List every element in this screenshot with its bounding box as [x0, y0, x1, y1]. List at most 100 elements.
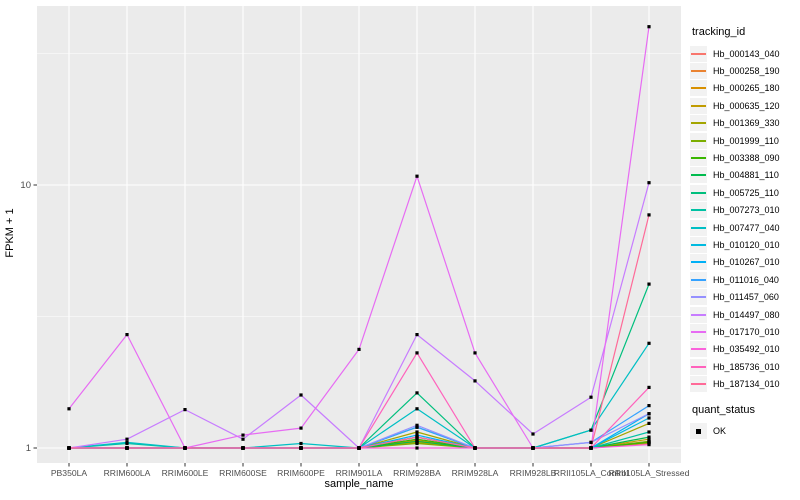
series-color-swatch-icon [690, 323, 707, 340]
data-point [589, 428, 593, 432]
series-color-swatch-icon [690, 202, 707, 219]
ok-point-swatch-icon [690, 422, 707, 439]
data-point [589, 440, 593, 444]
legend-label: Hb_007273_010 [713, 205, 780, 216]
legend-item-Hb_011457_060: Hb_011457_060 [690, 288, 800, 306]
data-point [647, 435, 651, 439]
x-tick-label: RRII105LA_Stressed [609, 468, 690, 478]
data-point [357, 446, 361, 450]
y-axis-title: FPKM + 1 [4, 208, 16, 258]
series-color-swatch-icon [690, 167, 707, 184]
legend-item-quant-ok: OK [690, 422, 800, 439]
legend-item-Hb_000265_180: Hb_000265_180 [690, 80, 800, 97]
legend-item-Hb_001369_330: Hb_001369_330 [690, 115, 800, 132]
series-color-swatch-icon [690, 341, 707, 358]
data-point [647, 385, 651, 389]
x-tick-label: RRIM600LA [104, 468, 151, 478]
data-point [67, 407, 71, 411]
series-color-swatch-icon [690, 97, 707, 114]
series-color-swatch-icon [690, 306, 707, 323]
data-point [647, 440, 651, 444]
legend-item-Hb_185736_010: Hb_185736_010 [690, 358, 800, 375]
series-color-swatch-icon [690, 80, 707, 97]
data-point [415, 174, 419, 178]
legend-label: OK [713, 425, 727, 436]
legend-item-Hb_017170_010: Hb_017170_010 [690, 323, 800, 340]
legend-item-Hb_000258_190: Hb_000258_190 [690, 62, 800, 80]
x-tick-label: RRIM928BA [393, 468, 441, 478]
data-point [415, 430, 419, 434]
legend-item-Hb_011016_040: Hb_011016_040 [690, 271, 800, 288]
data-point [647, 416, 651, 420]
data-point [415, 437, 419, 441]
y-tick-label: 1 [26, 443, 31, 454]
data-point [299, 446, 303, 450]
data-point [415, 435, 419, 439]
legend: tracking_id Hb_000143_040 Hb_000258_190 Hb… [690, 26, 800, 439]
legend-item-Hb_010267_010: Hb_010267_010 [690, 254, 800, 271]
data-point [647, 404, 651, 408]
data-point [125, 333, 129, 337]
data-point [589, 395, 593, 399]
data-point [647, 282, 651, 286]
x-tick-label: RRII105LA_Control [554, 468, 629, 478]
data-point [357, 347, 361, 351]
data-point [125, 437, 129, 441]
legend-item-Hb_003388_090: Hb_003388_090 [690, 149, 800, 167]
legend-label: Hb_007477_040 [713, 222, 780, 233]
series-color-swatch-icon [690, 150, 707, 167]
legend-item-Hb_001999_110: Hb_001999_110 [690, 132, 800, 149]
data-point [241, 437, 245, 441]
legend-label: Hb_000143_040 [713, 48, 780, 59]
legend-label: Hb_004881_110 [713, 170, 779, 181]
legend-label: Hb_001999_110 [713, 135, 779, 146]
legend-item-Hb_010120_010: Hb_010120_010 [690, 236, 800, 253]
data-point [473, 379, 477, 383]
data-point [415, 407, 419, 411]
data-point [473, 446, 477, 450]
data-point [299, 441, 303, 446]
data-point [647, 181, 651, 185]
data-point [647, 421, 651, 425]
series-color-swatch-icon [690, 45, 707, 62]
series-color-swatch-icon [690, 376, 707, 393]
legend-label: Hb_017170_010 [713, 326, 780, 337]
data-point [647, 213, 651, 217]
data-point [647, 430, 651, 434]
data-point [473, 351, 477, 355]
data-point [415, 441, 419, 446]
x-axis-title: sample_name [324, 478, 394, 490]
data-point [125, 440, 129, 444]
legend-item-Hb_005725_110: Hb_005725_110 [690, 184, 800, 201]
data-point [299, 393, 303, 397]
data-point [647, 443, 651, 447]
series-color-swatch-icon [690, 63, 707, 80]
x-tick-label: RRIM600SE [219, 468, 267, 478]
data-point [415, 425, 419, 429]
x-tick-label: RRIM928LB [510, 468, 557, 478]
data-point [415, 446, 419, 450]
series-color-swatch-icon [690, 358, 707, 375]
data-point [415, 333, 419, 337]
data-point [647, 25, 651, 29]
x-tick-label: PB350LA [51, 468, 88, 478]
data-point [531, 446, 535, 450]
series-color-swatch-icon [690, 132, 707, 149]
series-color-swatch-icon [690, 271, 707, 288]
legend-label: Hb_187134_010 [713, 379, 780, 390]
legend-label: Hb_000258_190 [713, 66, 780, 77]
series-color-swatch-icon [690, 115, 707, 132]
data-point [241, 446, 245, 450]
data-point [415, 439, 419, 443]
legend-label: Hb_011016_040 [713, 274, 779, 285]
data-point [241, 433, 245, 437]
data-point [183, 446, 187, 450]
data-point [531, 432, 535, 436]
legend-item-Hb_187134_010: Hb_187134_010 [690, 375, 800, 393]
data-point [415, 433, 419, 437]
series-color-swatch-icon [690, 184, 707, 201]
legend-label: Hb_003388_090 [713, 153, 780, 164]
x-tick-label: RRIM928LA [452, 468, 499, 478]
